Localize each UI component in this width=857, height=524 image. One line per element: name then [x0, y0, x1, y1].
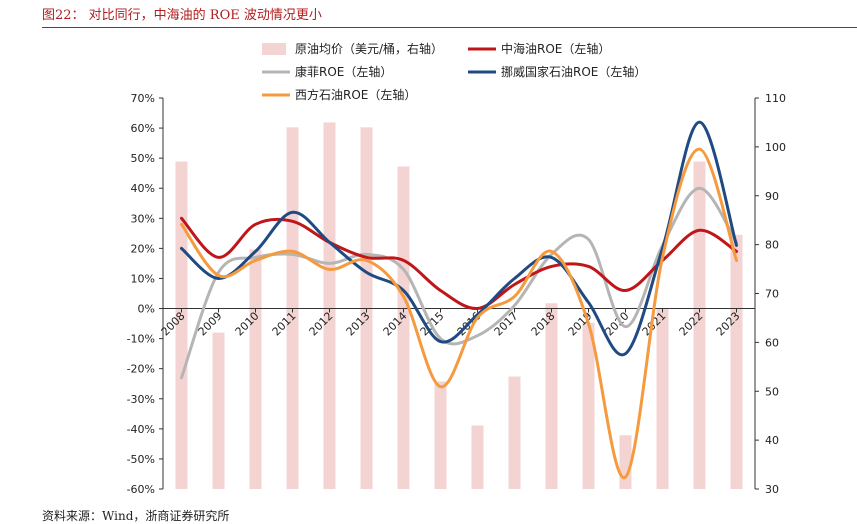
left-tick-label: -10%: [127, 333, 155, 346]
left-tick-label: 40%: [131, 182, 155, 195]
figure-title: 图22： 对比同行，中海油的 ROE 波动情况更小: [42, 8, 322, 23]
bars-layer: [175, 122, 743, 490]
legend-label-1: 中海油ROE（左轴）: [501, 41, 610, 56]
legend-label-4: 西方石油ROE（左轴）: [295, 87, 416, 102]
source-note: 资料来源：Wind，浙商证券研究所: [42, 509, 230, 523]
legend-label-3: 挪威国家石油ROE（左轴）: [501, 64, 646, 79]
bar-2017: [508, 376, 521, 489]
right-tick-label: 50: [765, 385, 779, 398]
bar-2022: [693, 161, 706, 489]
bar-2021: [656, 308, 669, 489]
right-tick-label: 70: [765, 288, 779, 301]
bar-2020: [619, 435, 632, 489]
axes-layer: -60% -50% -40% -30% -20% -10% 0% 10% 20% 30% 40% 50…: [127, 92, 786, 496]
lines-layer: [180, 120, 738, 479]
series-line-3: [180, 147, 738, 479]
left-tick-label: -60%: [127, 483, 155, 496]
bar-2023: [730, 234, 743, 489]
bar-2010: [249, 249, 262, 489]
bar-2008: [175, 161, 188, 489]
left-tick-label: -20%: [127, 363, 155, 376]
left-tick-label: 0%: [138, 303, 155, 316]
bar-2009: [212, 332, 225, 489]
bar-2016: [471, 425, 484, 489]
series-line-2: [180, 120, 738, 357]
bar-2015: [434, 381, 447, 489]
legend-label-0: 原油均价（美元/桶，右轴）: [295, 41, 443, 56]
bar-2012: [323, 122, 336, 489]
bar-2019: [582, 322, 595, 489]
left-tick-label: 20%: [131, 242, 155, 255]
legend-swatch-bar: [262, 43, 286, 55]
right-tick-label: 100: [765, 141, 786, 154]
bar-2018: [545, 303, 558, 489]
right-tick-label: 110: [765, 92, 786, 105]
right-tick-label: 40: [765, 434, 779, 447]
right-tick-label: 60: [765, 336, 779, 349]
left-tick-label: 10%: [131, 272, 155, 285]
legend: 原油均价（美元/桶，右轴） 中海油ROE（左轴） 康菲ROE（左轴） 挪威国家石油RO…: [262, 41, 646, 102]
left-tick-label: -40%: [127, 423, 155, 436]
left-tick-label: 60%: [131, 122, 155, 135]
right-tick-label: 80: [765, 239, 779, 252]
left-tick-label: 30%: [131, 212, 155, 225]
right-tick-label: 30: [765, 483, 779, 496]
right-tick-label: 90: [765, 190, 779, 203]
left-tick-label: 50%: [131, 152, 155, 165]
series-line-0: [180, 216, 738, 311]
left-tick-label: -30%: [127, 393, 155, 406]
left-tick-label: 70%: [131, 92, 155, 105]
bar-2014: [397, 166, 410, 490]
left-tick-label: -50%: [127, 453, 155, 466]
title-divider: [42, 27, 857, 28]
legend-label-2: 康菲ROE（左轴）: [295, 64, 392, 79]
